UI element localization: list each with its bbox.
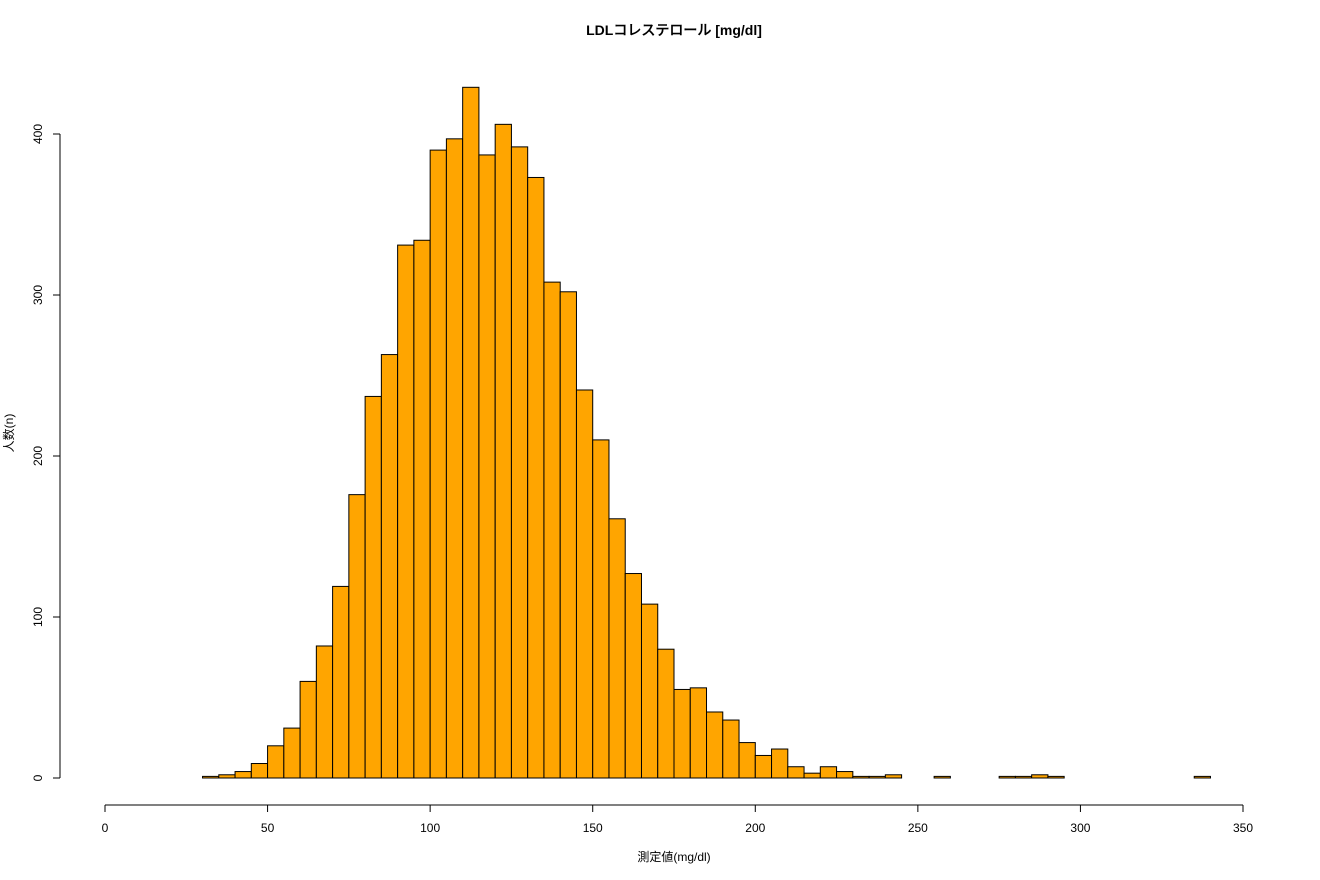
- histogram-bar: [738, 742, 756, 779]
- histogram-bar: [429, 149, 447, 779]
- histogram-bar: [673, 688, 691, 779]
- x-tick-label: 200: [745, 821, 765, 835]
- histogram-bar: [527, 176, 545, 779]
- histogram-bar: [868, 775, 886, 779]
- histogram-bar: [722, 719, 740, 779]
- y-tick-label: 100: [31, 607, 45, 627]
- histogram-bars: [202, 86, 1211, 779]
- histogram-bar: [608, 518, 626, 779]
- histogram-bar: [819, 766, 838, 779]
- histogram-bar: [478, 154, 496, 779]
- x-tick-label: 50: [261, 821, 275, 835]
- histogram-bar: [494, 123, 512, 779]
- histogram-bar: [689, 687, 708, 779]
- histogram-bar: [754, 754, 773, 779]
- histogram-bar: [852, 775, 870, 779]
- histogram-bar: [250, 763, 269, 779]
- histogram-bar: [348, 494, 366, 779]
- histogram-bar: [657, 648, 675, 779]
- histogram-bar: [559, 291, 577, 779]
- histogram-bar: [299, 680, 317, 779]
- histogram-bar: [998, 775, 1016, 779]
- y-tick-label: 0: [31, 774, 45, 781]
- histogram-bar: [575, 389, 594, 779]
- histogram-bar: [380, 354, 399, 779]
- x-tick-label: 300: [1070, 821, 1090, 835]
- histogram-bar: [202, 775, 220, 779]
- histogram-bar: [933, 775, 951, 779]
- histogram-bar: [836, 771, 854, 779]
- histogram-bar: [1014, 775, 1033, 779]
- y-tick-label: 400: [31, 124, 45, 144]
- histogram-bar: [592, 439, 610, 779]
- histogram-bar: [445, 138, 464, 779]
- histogram-bar: [771, 748, 789, 779]
- histogram-bar: [510, 146, 529, 779]
- histogram-bar: [1047, 775, 1065, 779]
- histogram-bar: [234, 771, 252, 779]
- histogram-bar: [543, 281, 561, 779]
- histogram-bar: [624, 573, 642, 779]
- histogram-bar: [267, 745, 285, 779]
- y-tick-label: 300: [31, 285, 45, 305]
- histogram-bar: [315, 645, 334, 779]
- x-tick-label: 250: [908, 821, 928, 835]
- x-axis: 0 50 100 150 200 250 300 350: [102, 804, 1253, 835]
- histogram-bar: [413, 239, 431, 779]
- histogram-bar: [218, 774, 236, 779]
- histogram-bar: [1193, 775, 1211, 779]
- histogram-bar: [1031, 774, 1049, 779]
- histogram-bar: [364, 395, 382, 779]
- histogram-bar: [803, 772, 821, 779]
- x-axis-label: 測定値(mg/dl): [637, 849, 710, 864]
- y-axis: 0 100 200 300 400: [31, 124, 61, 781]
- x-tick-label: 0: [102, 821, 109, 835]
- x-tick-label: 150: [583, 821, 603, 835]
- histogram-bar: [787, 766, 805, 779]
- y-tick-label: 200: [31, 446, 45, 466]
- chart-title: LDLコレステロール [mg/dl]: [586, 22, 762, 38]
- histogram-bar: [332, 585, 350, 779]
- histogram-bar: [462, 86, 480, 779]
- x-tick-label: 350: [1233, 821, 1253, 835]
- histogram-bar: [884, 774, 903, 779]
- y-axis-label: 人数(n): [1, 414, 16, 453]
- histogram-bar: [397, 244, 415, 779]
- x-tick-label: 100: [420, 821, 440, 835]
- histogram-bar: [283, 727, 301, 779]
- histogram-bar: [706, 711, 724, 779]
- histogram-bar: [640, 603, 659, 779]
